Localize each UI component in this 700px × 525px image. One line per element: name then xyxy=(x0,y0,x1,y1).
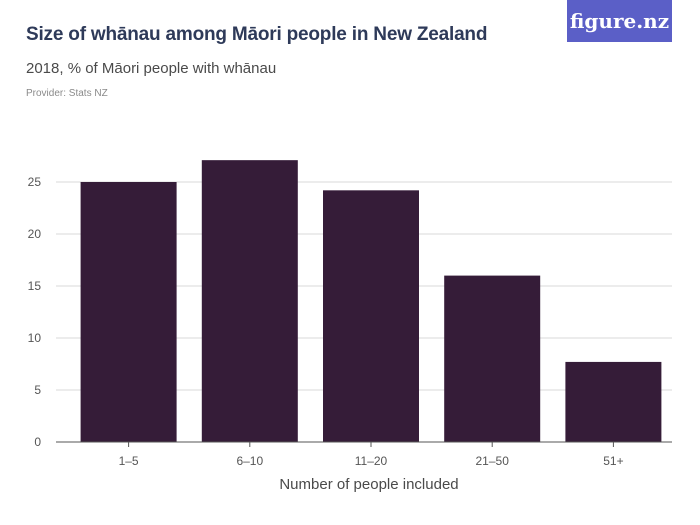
bars xyxy=(80,160,662,442)
x-tick-label: 21–50 xyxy=(476,454,510,468)
x-tick-label: 6–10 xyxy=(236,454,263,468)
x-axis-title: Number of people included xyxy=(279,476,458,493)
figure-nz-logo[interactable]: figure.nz xyxy=(567,0,672,42)
bar[interactable] xyxy=(565,361,662,442)
x-tick-labels: 1–5 6–10 11–20 21–50 51+ xyxy=(119,442,624,468)
y-tick-label: 15 xyxy=(28,279,42,293)
chart-title: Size of whānau among Māori people in New… xyxy=(26,24,488,45)
x-tick-label: 51+ xyxy=(603,454,623,468)
y-tick-label: 0 xyxy=(34,435,41,449)
y-tick-label: 5 xyxy=(34,383,41,397)
bar[interactable] xyxy=(80,182,177,442)
y-tick-label: 10 xyxy=(28,331,42,345)
y-tick-labels: 0 5 10 15 20 25 xyxy=(28,175,42,449)
x-tick-label: 11–20 xyxy=(355,454,388,468)
bar[interactable] xyxy=(201,160,298,442)
y-tick-label: 25 xyxy=(28,175,42,189)
data-provider: Provider: Stats NZ xyxy=(26,88,108,99)
chart-subtitle: 2018, % of Māori people with whānau xyxy=(26,60,277,77)
x-tick-label: 1–5 xyxy=(119,454,139,468)
bar[interactable] xyxy=(323,190,419,442)
bar[interactable] xyxy=(444,275,541,442)
y-tick-label: 20 xyxy=(28,227,42,241)
